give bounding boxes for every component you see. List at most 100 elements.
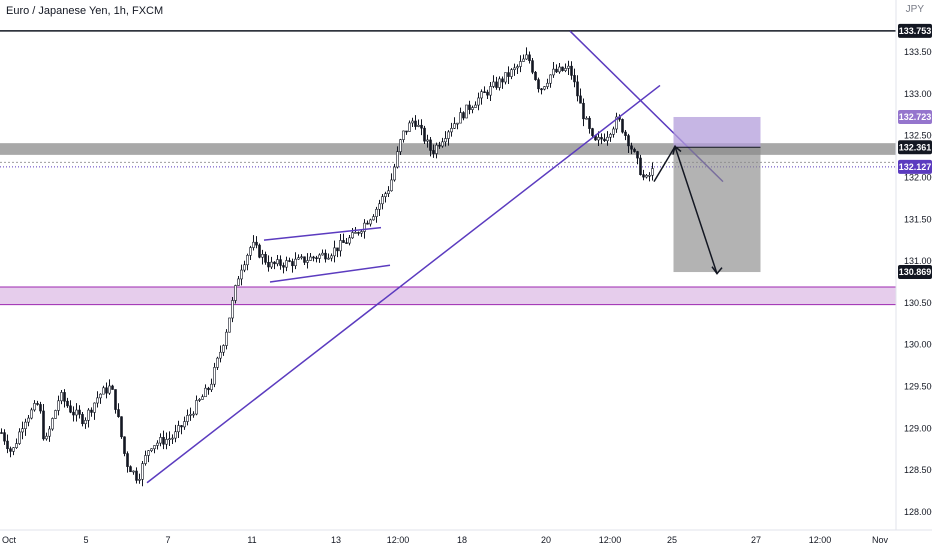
price-axis[interactable]: 133.500 133.000 132.500 132.000 131.500 131.0… bbox=[904, 47, 932, 517]
candle-body bbox=[81, 414, 84, 425]
candle-body bbox=[153, 445, 156, 450]
symbol-title: Euro / Japanese Yen, 1h, FXCM bbox=[4, 4, 166, 18]
candle-body bbox=[516, 66, 519, 69]
candle-body bbox=[87, 409, 90, 421]
candle-body bbox=[48, 428, 51, 437]
candle-body bbox=[534, 71, 537, 80]
candle-body bbox=[144, 455, 147, 464]
candle-body bbox=[141, 463, 144, 480]
candle-body bbox=[483, 91, 486, 93]
candle-body bbox=[138, 478, 141, 481]
time-tick-label: 12:00 bbox=[387, 535, 410, 545]
candle-body bbox=[312, 256, 315, 259]
candle-body bbox=[351, 232, 354, 239]
candle-body bbox=[192, 413, 195, 416]
candle-body bbox=[420, 124, 423, 129]
candle-body bbox=[621, 119, 624, 133]
candle-body bbox=[435, 144, 438, 154]
candle-body bbox=[324, 252, 327, 260]
candle-body bbox=[243, 264, 246, 271]
target-box-top-value: 132.723 bbox=[899, 112, 932, 122]
candle-body bbox=[612, 128, 615, 135]
target-box-top-tag bbox=[898, 109, 932, 124]
candle-body bbox=[168, 438, 171, 441]
candle-body bbox=[462, 112, 465, 119]
candle-body bbox=[195, 400, 198, 415]
candle-body bbox=[96, 397, 99, 404]
candle-body bbox=[396, 151, 399, 168]
candle-body bbox=[339, 240, 342, 252]
candle-body bbox=[255, 241, 258, 246]
candle-body bbox=[570, 65, 573, 76]
candle-body bbox=[237, 278, 240, 286]
candle-body bbox=[438, 144, 441, 147]
candle-body bbox=[114, 389, 117, 410]
time-axis[interactable]: Oct 5 7 11 13 12:00 18 20 12:00 25 27 12:00 Nov bbox=[2, 535, 888, 545]
candle-body bbox=[624, 131, 627, 136]
candle-body bbox=[588, 117, 591, 129]
plot-background bbox=[0, 0, 896, 530]
candle-body bbox=[561, 66, 564, 71]
price-tick-label: 131.500 bbox=[904, 214, 932, 224]
candle-body bbox=[600, 137, 603, 140]
candle-body bbox=[162, 437, 165, 445]
candle-body bbox=[576, 81, 579, 97]
candle-body bbox=[501, 78, 504, 83]
candle-body bbox=[117, 409, 120, 417]
candle-body bbox=[648, 174, 651, 177]
candle-body bbox=[123, 436, 126, 454]
candle-body bbox=[402, 130, 405, 140]
candle-body bbox=[357, 232, 360, 234]
time-tick-label: 13 bbox=[331, 535, 341, 545]
price-tick-label: 128.000 bbox=[904, 507, 932, 517]
candle-body bbox=[210, 383, 213, 391]
candle-body bbox=[543, 86, 546, 90]
candle-body bbox=[249, 247, 252, 256]
resistance-line-tag bbox=[898, 23, 932, 38]
price-tick-label: 129.500 bbox=[904, 382, 932, 392]
target-zone-box bbox=[673, 147, 761, 273]
candle-body bbox=[99, 393, 102, 399]
candle-body bbox=[303, 256, 306, 263]
last-price-tag bbox=[898, 159, 932, 174]
candle-body bbox=[135, 470, 138, 481]
candle-body bbox=[327, 257, 330, 260]
candle-body bbox=[57, 400, 60, 411]
candle-body bbox=[156, 442, 159, 446]
candle-body bbox=[288, 260, 291, 262]
candle-body bbox=[306, 260, 309, 263]
time-tick-label: 5 bbox=[83, 535, 88, 545]
candle-body bbox=[366, 222, 369, 225]
candle-body bbox=[213, 367, 216, 385]
candle-body bbox=[381, 196, 384, 205]
candle-body bbox=[231, 300, 234, 319]
candle-body bbox=[630, 145, 633, 150]
stop-zone-box bbox=[673, 116, 761, 148]
candle-body bbox=[444, 138, 447, 143]
candle-body bbox=[318, 254, 321, 259]
candle-body bbox=[585, 117, 588, 120]
candle-body bbox=[480, 91, 483, 99]
candle-body bbox=[333, 247, 336, 257]
candle-body bbox=[459, 112, 462, 124]
candle-body bbox=[579, 95, 582, 104]
candle-body bbox=[0, 432, 3, 434]
candle-body bbox=[90, 409, 93, 413]
candle-body bbox=[573, 75, 576, 83]
candle-body bbox=[72, 411, 75, 416]
candle-body bbox=[360, 231, 363, 234]
candle-body bbox=[120, 416, 123, 438]
candle-body bbox=[498, 78, 501, 88]
candle-body bbox=[429, 139, 432, 151]
candle-body bbox=[510, 69, 513, 77]
candle-body bbox=[336, 247, 339, 252]
currency-label: JPY bbox=[905, 4, 924, 15]
candle-body bbox=[264, 254, 267, 263]
candle-body bbox=[189, 413, 192, 416]
candle-body bbox=[378, 203, 381, 210]
candle-body bbox=[450, 128, 453, 133]
zones-layer bbox=[0, 30, 896, 306]
time-tick-label: 7 bbox=[165, 535, 170, 545]
